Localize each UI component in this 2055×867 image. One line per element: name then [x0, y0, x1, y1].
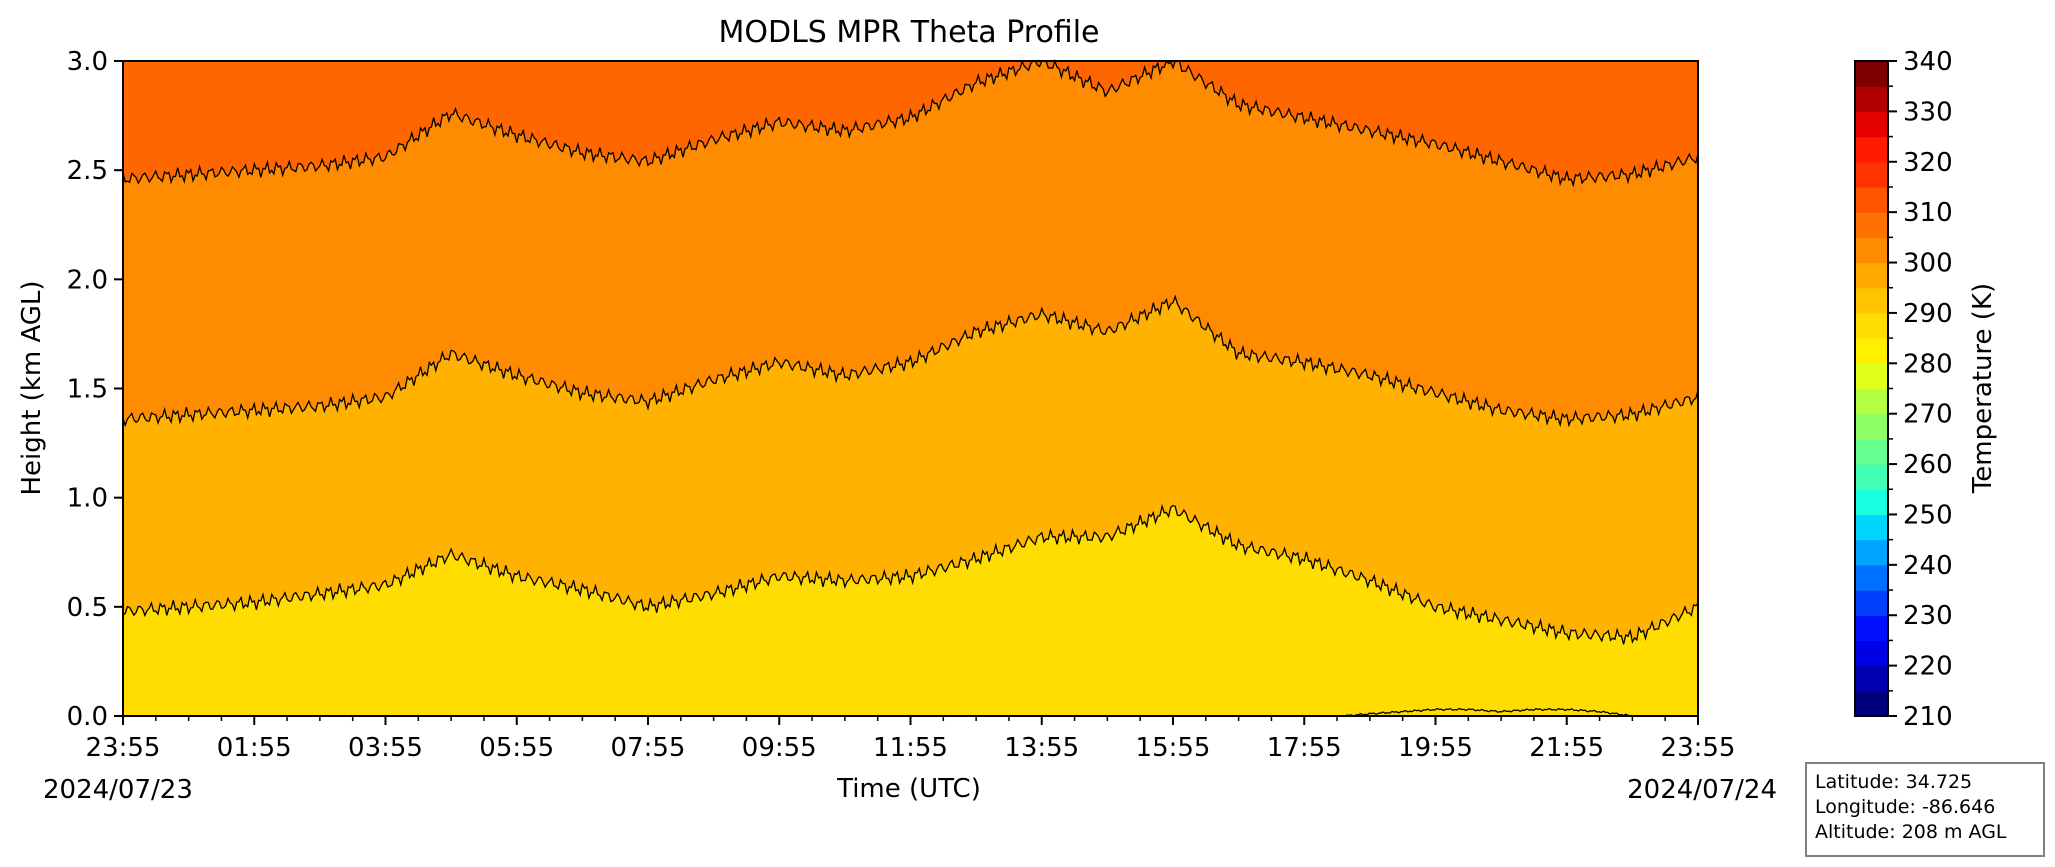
y-axis: 0.0 0.5 1.0 1.5 2.0 2.5 3.0 [67, 47, 123, 732]
y-tick-label: 1.0 [67, 484, 108, 514]
colorbar-cells [1855, 61, 1888, 717]
colorbar-cell [1855, 615, 1888, 642]
colorbar-cell [1855, 161, 1888, 188]
colorbar-cell [1855, 212, 1888, 238]
x-tick-label: 11:55 [873, 733, 948, 763]
plot-area [122, 58, 1699, 717]
station-info-box: Latitude: 34.725 Longitude: -86.646 Alti… [1805, 762, 2045, 857]
theta-fill-below-300 [123, 505, 1698, 716]
colorbar-tick-label: 230 [1903, 601, 1953, 631]
y-axis-label: Height (km AGL) [17, 280, 47, 495]
colorbar-cell [1855, 262, 1888, 289]
colorbar-cell [1855, 237, 1888, 264]
x-tick-label: 07:55 [611, 733, 686, 763]
chart-title: MODLS MPR Theta Profile [718, 15, 1099, 50]
x-end-date: 2024/07/24 [1627, 775, 1777, 805]
y-tick-label: 0.5 [67, 593, 108, 623]
contour-310k [122, 58, 1699, 188]
x-tick-label: 05:55 [479, 733, 554, 763]
colorbar-cell [1855, 287, 1888, 314]
x-tick-label: 23:55 [1661, 733, 1736, 763]
colorbar-tick-label: 320 [1903, 148, 1953, 178]
colorbar-ticks: 210 220 230 240 250 260 270 280 290 300 310 320 330 3… [1888, 47, 1953, 732]
altitude-text: Altitude: 208 m AGL [1815, 821, 2007, 843]
colorbar-tick-label: 290 [1903, 299, 1953, 329]
y-tick-label: 0.0 [67, 702, 108, 732]
colorbar-cell [1855, 665, 1888, 692]
x-tick-label: 03:55 [348, 733, 423, 763]
longitude-text: Longitude: -86.646 [1815, 796, 1996, 818]
x-tick-label: 19:55 [1398, 733, 1473, 763]
x-start-date: 2024/07/23 [43, 775, 193, 805]
colorbar-cell [1855, 690, 1888, 717]
colorbar-cell [1855, 136, 1888, 163]
colorbar-cell [1855, 514, 1888, 541]
colorbar-tick-label: 210 [1903, 702, 1953, 732]
colorbar-tick-label: 310 [1903, 198, 1953, 228]
colorbar-tick-label: 340 [1903, 47, 1953, 77]
colorbar-cell [1855, 640, 1888, 667]
colorbar: 210 220 230 240 250 260 270 280 290 300 310 320 330 3… [1854, 47, 1953, 732]
colorbar-cell [1855, 590, 1888, 616]
colorbar-label: Temperature (K) [1968, 283, 1998, 494]
colorbar-tick-label: 250 [1903, 500, 1953, 530]
latitude-text: Latitude: 34.725 [1815, 771, 1973, 793]
colorbar-cell [1855, 111, 1888, 138]
x-tick-label: 15:55 [1136, 733, 1211, 763]
x-tick-label: 17:55 [1267, 733, 1342, 763]
colorbar-tick-label: 270 [1903, 400, 1953, 430]
colorbar-cell [1855, 363, 1888, 390]
contour-300k [122, 503, 1699, 645]
x-tick-label: 23:55 [86, 733, 161, 763]
colorbar-tick-label: 280 [1903, 349, 1953, 379]
colorbar-cell [1855, 564, 1888, 591]
x-tick-label: 13:55 [1004, 733, 1079, 763]
y-tick-label: 2.0 [67, 265, 108, 295]
y-tick-label: 2.5 [67, 156, 108, 186]
theta-fill-layer [123, 61, 1698, 716]
colorbar-cell [1855, 489, 1888, 516]
colorbar-tick-label: 260 [1903, 450, 1953, 480]
contour-305k [122, 294, 1699, 428]
colorbar-cell [1855, 413, 1888, 440]
y-tick-label: 1.5 [67, 375, 108, 405]
x-tick-label: 01:55 [217, 733, 292, 763]
colorbar-tick-label: 300 [1903, 249, 1953, 279]
colorbar-cell [1855, 338, 1888, 364]
y-tick-label: 3.0 [67, 47, 108, 77]
contour-295k [1343, 707, 1633, 717]
contour-layer [122, 58, 1699, 717]
colorbar-cell [1855, 61, 1888, 87]
x-axis: 23:55 01:55 03:55 05:55 07:55 09:55 11:55 13:55… [86, 716, 1736, 763]
colorbar-tick-label: 220 [1903, 652, 1953, 682]
colorbar-cell [1855, 186, 1888, 213]
colorbar-tick-label: 330 [1903, 97, 1953, 127]
colorbar-cell [1855, 464, 1888, 490]
x-tick-label: 21:55 [1529, 733, 1604, 763]
colorbar-cell [1855, 388, 1888, 415]
x-tick-label: 09:55 [742, 733, 817, 763]
x-axis-label: Time (UTC) [836, 774, 981, 804]
colorbar-cell [1855, 438, 1888, 465]
colorbar-cell [1855, 539, 1888, 566]
colorbar-cell [1855, 86, 1888, 112]
colorbar-cell [1855, 312, 1888, 339]
colorbar-tick-label: 240 [1903, 551, 1953, 581]
